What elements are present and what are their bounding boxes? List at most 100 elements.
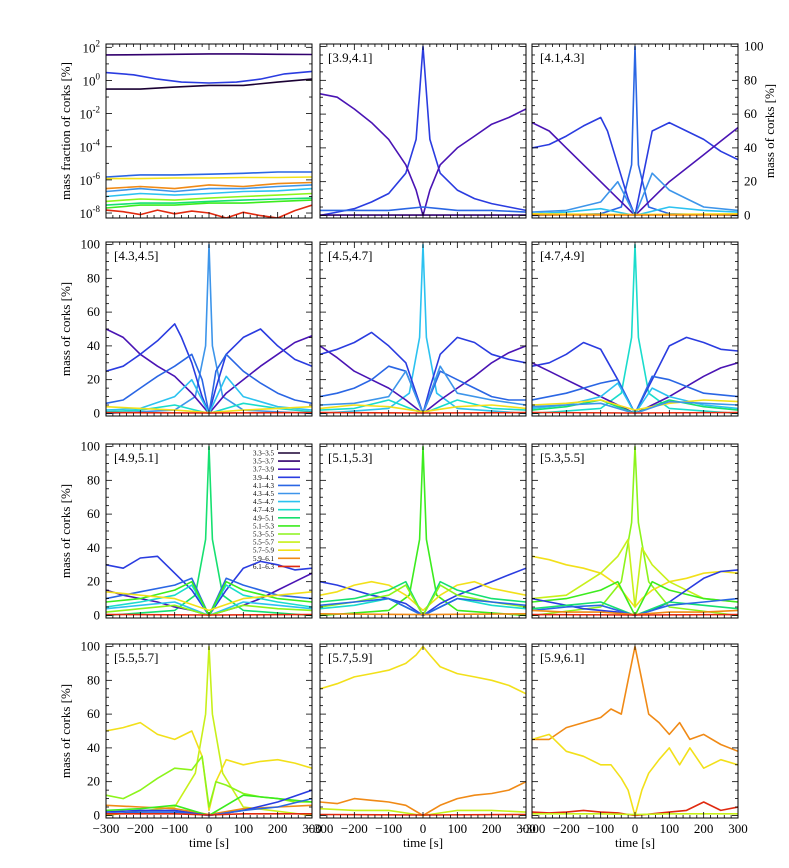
x-tick-label: 300 — [516, 821, 536, 836]
y-tick-label: 60 — [744, 106, 757, 121]
y-tick-label: 100 — [81, 639, 101, 654]
series-line-5 — [532, 569, 738, 617]
series-line-2 — [532, 116, 738, 217]
y-tick-label: 40 — [87, 338, 100, 353]
panel-10: 0 20 40 60 80 100 mass of corks [%] −300 −200 −10… — [58, 639, 322, 850]
panel-range-label: [4.5,4.7] — [328, 248, 372, 263]
y-tick-label: 40 — [87, 540, 100, 555]
y-tick-label: 102 — [83, 38, 101, 55]
series-group — [106, 645, 312, 817]
x-tick-label: −100 — [375, 821, 402, 836]
series-line-3 — [106, 78, 312, 90]
series-group — [532, 243, 738, 415]
panel-8: [5.1,5.3] — [319, 443, 527, 619]
series-group — [532, 45, 738, 217]
series-line-2 — [320, 93, 526, 217]
y-tick-label: 20 — [87, 574, 100, 589]
legend-label: 6.1–6.3 — [253, 563, 275, 571]
x-axis-label: time [s] — [615, 835, 655, 850]
series-line-8 — [106, 187, 312, 198]
legend-label: 5.9–6.1 — [253, 555, 275, 563]
series-line-1 — [320, 243, 526, 415]
panel-range-label: [4.3,4.5] — [114, 248, 158, 263]
series-line-6 — [106, 181, 312, 190]
series-group — [532, 645, 738, 817]
series-line-1 — [320, 445, 526, 617]
panel-frame — [105, 43, 313, 219]
panel-frame — [531, 443, 739, 619]
panel-1: 102 100 10-2 10-4 10-6 10-8 mass fraction of c… — [58, 38, 313, 221]
y-tick-label: 40 — [744, 140, 757, 155]
panel-5: [4.5,4.7] — [319, 241, 527, 417]
series-line-10 — [106, 197, 312, 206]
panel-7: 0 20 40 60 80 100 mass of corks [%] [4.9,5.1] 3.… — [58, 439, 313, 622]
legend-label: 4.3–4.5 — [253, 490, 275, 498]
panel-frame — [319, 43, 527, 219]
legend-label: 4.5–4.7 — [253, 498, 275, 506]
x-tick-label: 200 — [694, 821, 714, 836]
x-tick-label: 100 — [448, 821, 468, 836]
y-axis-label: mass of corks [%] — [58, 282, 73, 376]
y-tick-label: 80 — [744, 72, 757, 87]
series-line-3 — [532, 538, 738, 608]
legend-label: 5.5–5.7 — [253, 539, 275, 547]
y-tick-label: 40 — [87, 740, 100, 755]
x-axis-label: time [s] — [189, 835, 229, 850]
panel-frame — [531, 643, 739, 819]
y-tick-label: 10-4 — [80, 138, 101, 155]
series-line-4 — [532, 375, 738, 415]
series-group — [106, 53, 312, 218]
x-tick-label: 100 — [234, 821, 254, 836]
y-axis-label: mass of corks [%] — [58, 684, 73, 778]
series-group — [320, 243, 526, 415]
x-tick-label: 300 — [728, 821, 748, 836]
y-tick-label: 10-8 — [80, 204, 101, 221]
legend-label: 4.9–5.1 — [253, 514, 275, 522]
y-axis-label-right: mass of corks [%] — [762, 84, 777, 178]
panel-range-label: [4.9,5.1] — [114, 450, 158, 465]
series-line-3 — [532, 121, 738, 217]
panel-frame — [531, 241, 739, 417]
y-tick-label: 80 — [87, 472, 100, 487]
panel-range-label: [4.1,4.3] — [540, 50, 584, 65]
x-tick-label: −100 — [587, 821, 614, 836]
series-line-1 — [106, 243, 312, 415]
series-line-4 — [532, 172, 738, 217]
x-tick-label: −200 — [553, 821, 580, 836]
series-group — [320, 445, 526, 617]
legend-label: 3.7–3.9 — [253, 466, 275, 474]
series-line-2 — [320, 567, 526, 617]
y-tick-label: 100 — [81, 439, 101, 454]
panel-6: [4.7,4.9] — [531, 241, 739, 417]
legend-label: 5.7–5.9 — [253, 547, 275, 555]
legend-label: 3.3–3.5 — [253, 450, 275, 458]
series-line-1 — [532, 645, 738, 753]
panel-frame — [319, 443, 527, 619]
x-tick-label: 300 — [302, 821, 322, 836]
legend-label: 5.1–5.3 — [253, 522, 275, 530]
y-tick-label: 60 — [87, 506, 100, 521]
legend-label: 3.5–3.7 — [253, 458, 275, 466]
series-group — [106, 243, 312, 415]
series-line-3 — [106, 323, 312, 415]
y-tick-label: 20 — [87, 372, 100, 387]
y-tick-label: 100 — [83, 71, 101, 88]
x-tick-label: 200 — [268, 821, 288, 836]
series-line-5 — [106, 176, 312, 180]
panel-frame — [319, 643, 527, 819]
y-tick-label: 0 — [744, 207, 751, 222]
series-line-5 — [532, 382, 738, 415]
x-tick-label: −200 — [127, 821, 154, 836]
series-line-1 — [532, 243, 738, 415]
series-line-2 — [106, 328, 312, 415]
x-tick-label: 100 — [660, 821, 680, 836]
y-tick-label: 20 — [87, 774, 100, 789]
y-tick-label: 60 — [87, 304, 100, 319]
series-line-3 — [320, 206, 526, 213]
panel-range-label: [5.3,5.5] — [540, 450, 584, 465]
series-line-4 — [106, 171, 312, 178]
series-line-11 — [106, 199, 312, 209]
x-tick-label: −300 — [519, 821, 546, 836]
series-line-2 — [532, 733, 738, 817]
x-tick-label: 0 — [420, 821, 427, 836]
